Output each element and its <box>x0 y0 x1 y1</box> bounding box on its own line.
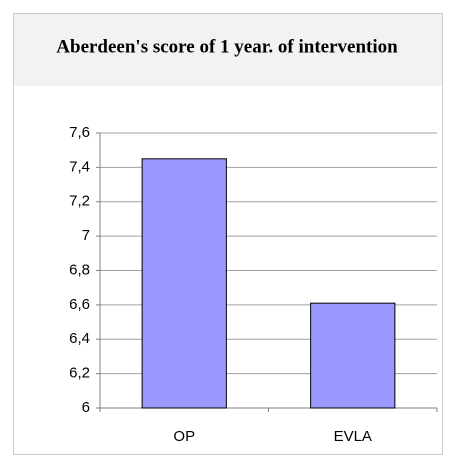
bar <box>310 302 396 409</box>
y-tick-label: 6,4 <box>69 330 90 347</box>
x-tick-label: OP <box>173 428 195 445</box>
y-tick-label: 7 <box>82 227 90 244</box>
chart-title: Aberdeen's score of 1 year. of intervent… <box>56 36 398 57</box>
title-band <box>14 14 442 86</box>
y-tick-label: 6,6 <box>69 296 90 313</box>
y-tick-label: 6 <box>82 399 90 416</box>
y-tick-label: 7,2 <box>69 193 90 210</box>
y-tick-label: 7,4 <box>69 158 90 175</box>
x-tick-label: EVLA <box>334 428 372 445</box>
y-tick-label: 6,2 <box>69 365 90 382</box>
y-tick-label: 6,8 <box>69 261 90 278</box>
y-tick-label: 7,6 <box>69 124 90 141</box>
bar <box>141 158 227 409</box>
